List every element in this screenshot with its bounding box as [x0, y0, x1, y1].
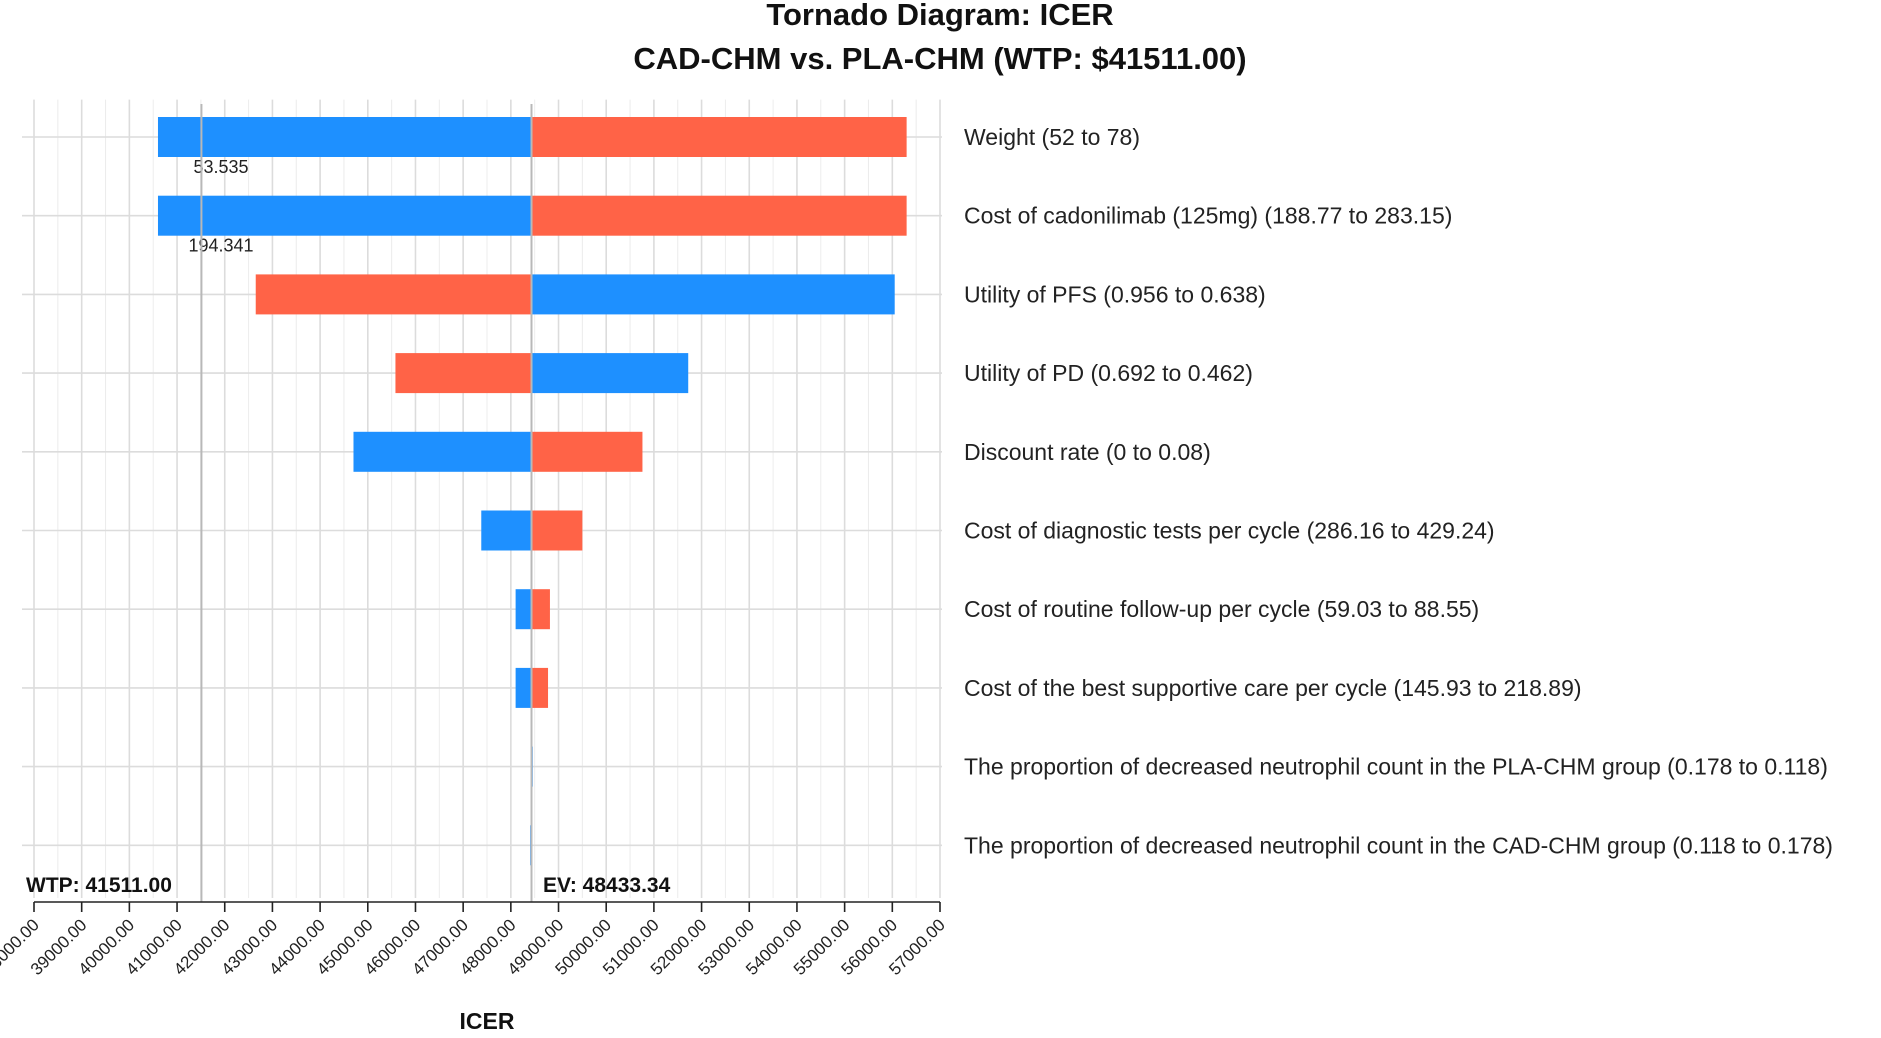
category-label: Cost of the best supportive care per cyc…	[964, 675, 1582, 701]
bar-annotation: 53.535	[193, 157, 248, 177]
bar-right-segment	[531, 274, 895, 315]
bar-left-segment	[353, 431, 532, 472]
category-label: The proportion of decreased neutrophil c…	[964, 832, 1833, 858]
bar-annotation: 194.341	[188, 236, 253, 256]
category-label: The proportion of decreased neutrophil c…	[964, 754, 1828, 780]
bar-left-segment	[515, 667, 532, 708]
bar-left-segment	[395, 353, 532, 394]
bar-left-segment	[157, 117, 532, 157]
category-label: Utility of PD (0.692 to 0.462)	[964, 360, 1253, 386]
category-label: Cost of diagnostic tests per cycle (286.…	[964, 518, 1495, 544]
bar-right-segment	[531, 510, 583, 551]
chart-subtitle: CAD-CHM vs. PLA-CHM (WTP: $41511.00)	[633, 41, 1246, 76]
bar-left-segment	[515, 589, 532, 630]
bar-left-segment	[157, 195, 532, 236]
category-label: Discount rate (0 to 0.08)	[964, 439, 1211, 465]
ev-label: EV: 48433.34	[543, 874, 671, 897]
bar-right-segment	[531, 431, 643, 472]
category-label: Cost of routine follow-up per cycle (59.…	[964, 596, 1479, 622]
category-label: Cost of cadonilimab (125mg) (188.77 to 2…	[964, 203, 1452, 229]
category-label: Weight (52 to 78)	[964, 124, 1140, 150]
bar-right-segment	[531, 353, 689, 394]
category-label: Utility of PFS (0.956 to 0.638)	[964, 281, 1266, 307]
bar-right-segment	[531, 589, 550, 630]
bar-left-segment	[255, 274, 532, 315]
x-axis: 38000.0039000.0040000.0041000.0042000.00…	[0, 901, 949, 979]
bar-right-segment	[531, 195, 907, 236]
bar-right-segment	[531, 117, 907, 157]
wtp-label: WTP: 41511.00	[26, 874, 172, 897]
category-labels: Weight (52 to 78) Cost of cadonilimab (12…	[964, 124, 1833, 858]
bar-left-segment	[481, 510, 532, 551]
reference-lines	[200, 104, 533, 902]
x-axis-title: ICER	[460, 1008, 515, 1033]
bar-right-segment	[531, 667, 549, 708]
chart-title: Tornado Diagram: ICER	[766, 0, 1113, 32]
bars-group: 53.535 194.341	[157, 117, 907, 866]
